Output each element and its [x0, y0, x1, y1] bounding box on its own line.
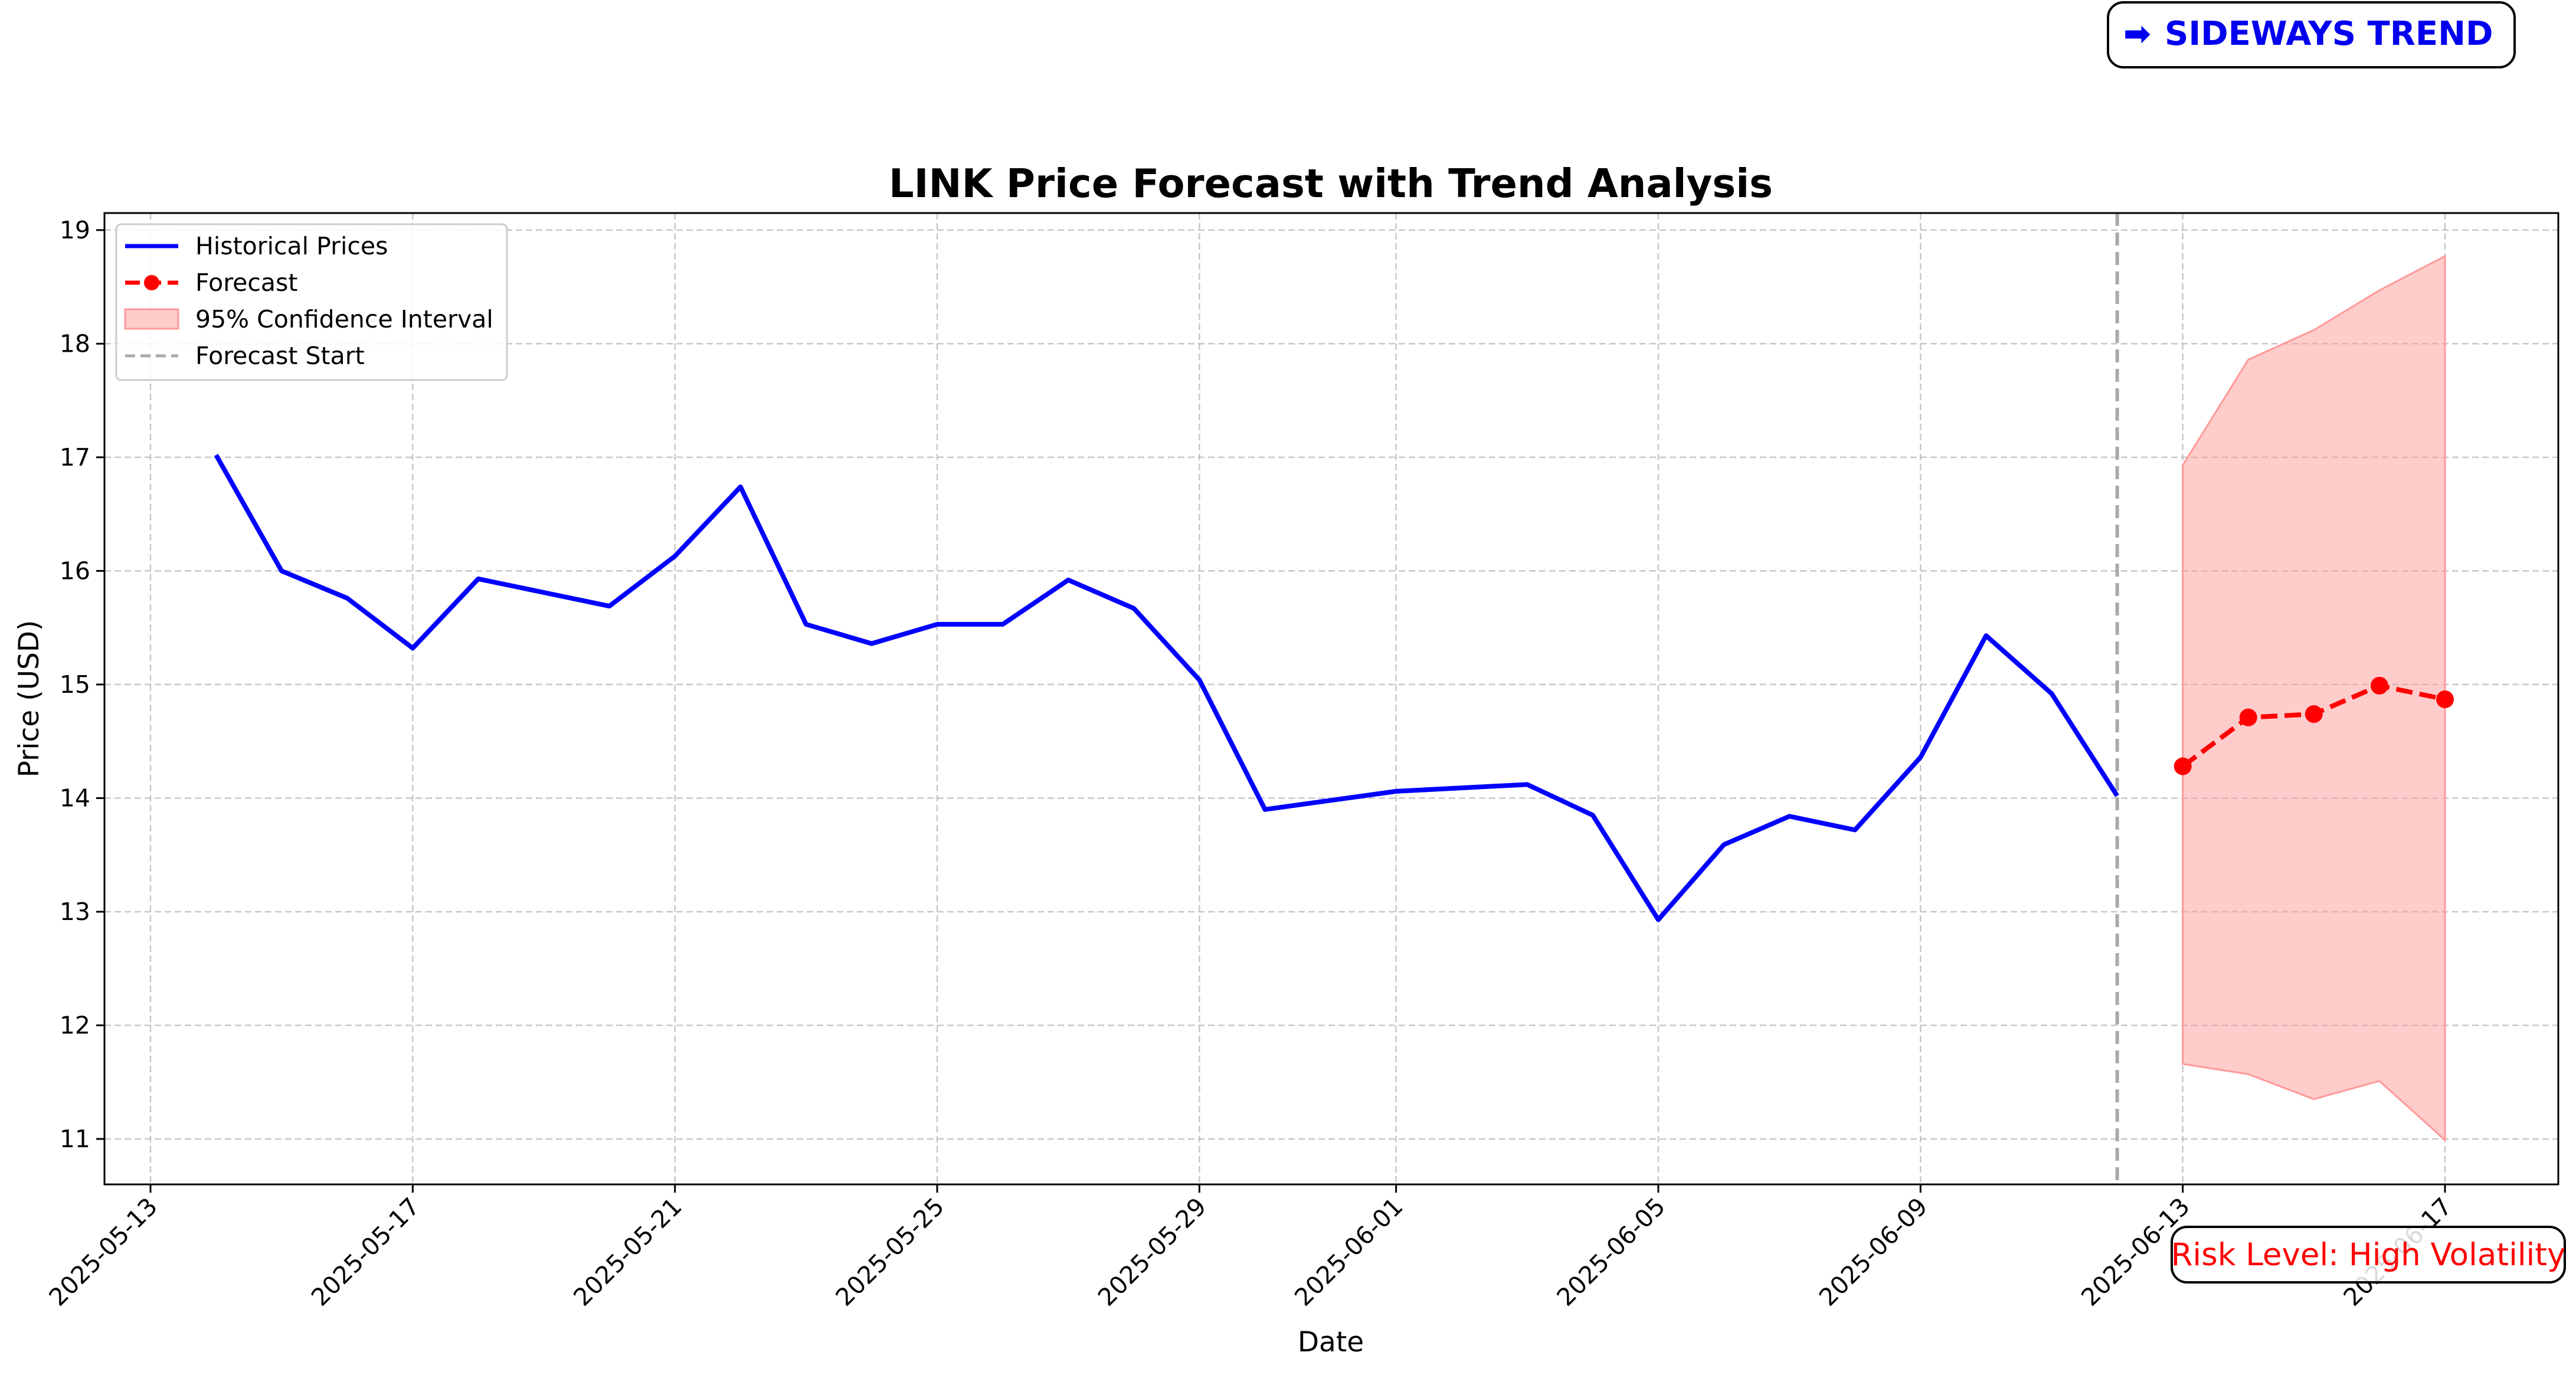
- plot-frame: [103, 212, 2559, 1186]
- risk-badge-box: [2171, 1226, 2566, 1284]
- y-tick-label: 17: [60, 443, 90, 472]
- grid: [104, 213, 2558, 1184]
- y-tick-label: 12: [60, 1011, 90, 1039]
- y-tick-label: 11: [60, 1125, 90, 1153]
- legend: Historical Prices Forecast 95% Confidenc…: [115, 223, 508, 381]
- trend-badge: ➡ SIDEWAYS TREND: [2107, 1, 2516, 68]
- legend-forecast-marker: [144, 275, 159, 290]
- legend-forecast-start-label: Forecast Start: [195, 342, 365, 370]
- legend-confidence-swatch: [124, 308, 179, 330]
- historical-prices-line: [214, 454, 2119, 922]
- forecast-point: [2370, 676, 2388, 695]
- legend-box: [115, 223, 508, 381]
- y-tick-label: 15: [60, 670, 90, 699]
- forecast-point: [2305, 705, 2323, 723]
- x-axis-title: Date: [1298, 1326, 1364, 1358]
- y-tick-label: 13: [60, 898, 90, 926]
- legend-confidence-label: 95% Confidence Interval: [195, 305, 493, 333]
- legend-forecast-label: Forecast: [195, 269, 298, 297]
- confidence-band-layer: [2182, 254, 2446, 1142]
- trend-badge-label: SIDEWAYS TREND: [2165, 15, 2493, 53]
- trend-badge-box: [2107, 1, 2516, 68]
- series-layer: [214, 213, 2454, 1184]
- y-tick-label: 18: [60, 329, 90, 358]
- y-tick-label: 14: [60, 784, 90, 812]
- right-arrow-icon: ➡: [2123, 15, 2151, 53]
- chart-title: LINK Price Forecast with Trend Analysis: [889, 161, 1773, 207]
- legend-historical-label: Historical Prices: [195, 232, 388, 260]
- y-axis: 11 12 13 14 15 16 17 18 19: [60, 216, 104, 1153]
- risk-badge: Risk Level: High Volatility: [2171, 1226, 2566, 1284]
- y-axis-title: Price (USD): [13, 620, 45, 778]
- confidence-band: [2182, 254, 2446, 1142]
- forecast-point: [2436, 690, 2454, 708]
- forecast-point: [2239, 708, 2257, 726]
- forecast-point: [2174, 757, 2192, 775]
- y-tick-label: 19: [60, 216, 90, 244]
- risk-badge-label: Risk Level: High Volatility: [2171, 1237, 2566, 1273]
- y-tick-label: 16: [60, 556, 90, 585]
